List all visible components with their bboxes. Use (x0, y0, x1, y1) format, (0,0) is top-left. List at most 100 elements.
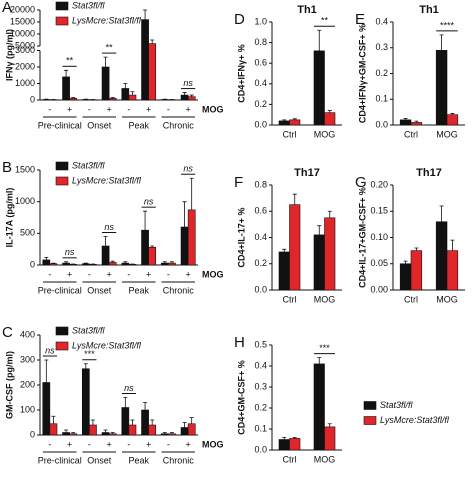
y-tick-label: 100 (20, 404, 35, 414)
bar (89, 264, 96, 265)
bar (188, 97, 195, 100)
bar (161, 263, 168, 265)
error-bar (150, 420, 154, 425)
error-bar (328, 111, 332, 113)
bar (325, 427, 336, 450)
bar (188, 424, 195, 435)
bar (290, 438, 301, 450)
x-tick-label: MOG (314, 294, 336, 304)
bar (411, 251, 422, 290)
bar (168, 434, 175, 435)
y-tick-label: 0.15 (370, 206, 388, 216)
y-tick-label: 200 (20, 379, 35, 389)
bar (436, 50, 447, 125)
annotation: ns (65, 247, 75, 257)
chart-title: Th17 (294, 167, 320, 179)
x-tick-label: - (88, 104, 91, 114)
x-tick-label: + (146, 104, 151, 114)
error-bar (64, 70, 68, 77)
x-tick-label: - (167, 439, 170, 449)
x-tick-label: + (185, 104, 190, 114)
bar (63, 433, 70, 436)
x-tick-label: Ctrl (283, 454, 297, 464)
x-tick-label: - (48, 269, 51, 279)
error-bar (317, 226, 321, 235)
x-tick-label: - (48, 104, 51, 114)
bar (400, 120, 411, 125)
x-tick-label: MOG (314, 129, 336, 139)
error-bar (317, 30, 321, 51)
bar (279, 121, 290, 125)
error-bar (123, 84, 127, 89)
y-tick-label: 1.0 (254, 16, 267, 26)
x-tick-label: - (127, 439, 130, 449)
legend-swatch (364, 402, 376, 410)
bar (50, 424, 57, 435)
annotation: *** (319, 343, 330, 353)
error-bar (91, 420, 95, 425)
group-label: Pre-clinical (38, 455, 82, 465)
annotation: ns (104, 222, 114, 232)
panel-letter: D (234, 11, 245, 28)
error-bar (104, 237, 108, 247)
error-bar (183, 423, 187, 428)
error-bar (143, 10, 147, 20)
bar (43, 260, 50, 265)
y-tick-label: 0.5 (254, 339, 267, 349)
y-tick-label: 0.2 (254, 99, 267, 109)
bar (168, 263, 175, 265)
x-tick-label: - (48, 439, 51, 449)
legend-swatch (56, 327, 68, 335)
legend-label: Stat3fl/fl (72, 0, 106, 10)
y-tick-label: 0 (30, 429, 35, 439)
bar (109, 262, 116, 265)
y-tick-label: 0 (30, 259, 35, 269)
y-axis-label: CD4+IFNγ+ % (236, 44, 246, 103)
chart-title: Th1 (419, 4, 439, 16)
error-bar (143, 403, 147, 411)
annotation: ** (66, 56, 74, 66)
y-tick-label: 0.00 (370, 284, 388, 294)
y-tick-label: 0.2 (254, 258, 267, 268)
bar (89, 425, 96, 435)
y-tick-label: 0.8 (254, 37, 267, 47)
panel-letter: B (2, 159, 12, 176)
error-bar (183, 93, 187, 95)
bar (63, 77, 70, 100)
bar (447, 251, 458, 290)
error-bar (183, 202, 187, 227)
x-tick-label: + (146, 269, 151, 279)
error-bar (328, 211, 332, 218)
bar (70, 434, 77, 435)
bar (411, 122, 422, 125)
error-bar (104, 57, 108, 67)
annotation: ns (183, 78, 193, 88)
bar (70, 264, 77, 265)
bar (142, 230, 149, 265)
bar (63, 263, 70, 265)
bar (43, 383, 50, 436)
legend-label: LysMcre:Stat3fl/fl (72, 340, 142, 350)
x-tick-label: - (127, 104, 130, 114)
group-label: Chronic (163, 120, 195, 130)
bar (50, 264, 57, 265)
bar (181, 227, 188, 265)
y-tick-label: 0.3 (254, 381, 267, 391)
bar (122, 263, 129, 265)
error-bar (404, 261, 408, 264)
y-tick-label: 0.4 (254, 232, 267, 242)
x-tick-label: Ctrl (283, 129, 297, 139)
chart-title: Th17 (416, 167, 442, 179)
bar (314, 364, 325, 450)
y-tick-label: 1000 (15, 196, 35, 206)
bar (109, 434, 116, 435)
legend-swatch (56, 2, 68, 10)
x-tick-label: + (67, 269, 72, 279)
x-tick-label: Ctrl (404, 294, 418, 304)
y-tick-label: 0.1 (254, 423, 267, 433)
bar (447, 115, 458, 125)
panel-letter: H (234, 334, 245, 351)
error-bar (328, 424, 332, 427)
legend-label: LysMcre:Stat3fl/fl (72, 175, 142, 185)
bar (279, 252, 290, 290)
